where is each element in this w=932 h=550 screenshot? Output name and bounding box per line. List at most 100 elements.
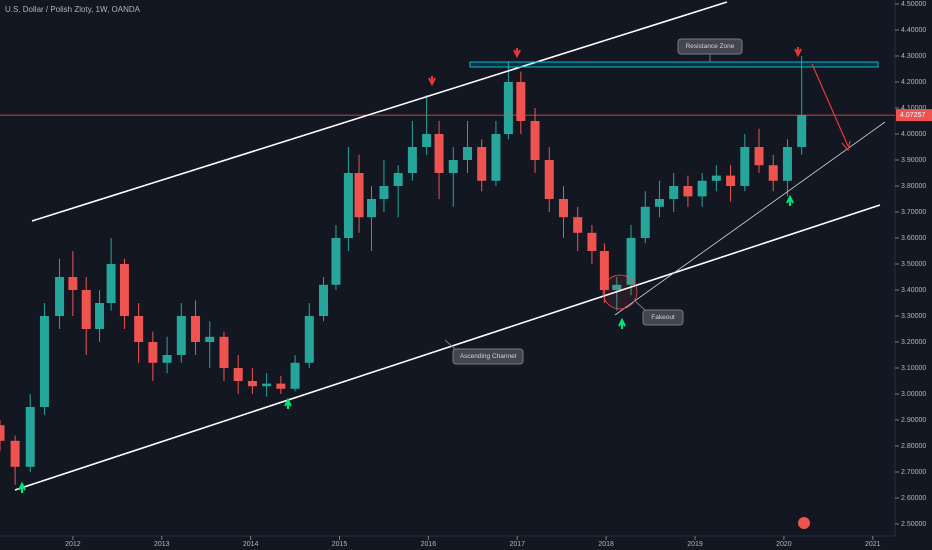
candle-body [654,198,664,207]
candle-body [95,302,105,329]
y-tick-label: 4.40000 [901,27,926,34]
up-arrow [618,317,626,329]
down-arrow [794,47,802,58]
callout-box [677,38,743,55]
candle-body [81,289,91,329]
candle-body [276,383,286,389]
y-tick-label: 3.70000 [901,209,926,216]
x-tick-label: 2013 [154,541,170,548]
channel-upper [31,1,728,222]
annotation: Resistance Zone [686,43,735,50]
y-tick-label: 2.90000 [901,417,926,424]
fakeout-circle [602,274,638,310]
candle-body [740,146,750,186]
candle-body [797,115,807,147]
candle-body [503,81,513,134]
y-tick-label: 4.30000 [901,53,926,60]
candle-body [434,133,444,173]
last-price-box [896,109,932,122]
callout-pointer [633,299,647,312]
candle-body [331,237,341,285]
y-tick-label: 3.10000 [901,365,926,372]
callout-box [642,309,684,326]
candle-body [782,146,792,181]
candle-body [477,146,487,181]
plot-area [0,55,895,485]
candle-body [544,159,554,199]
candle-body [119,263,129,316]
y-tick-label: 3.40000 [901,287,926,294]
candle-body [205,336,215,342]
candle-body [612,284,622,290]
candle-body [754,146,764,166]
candle-body [530,120,540,160]
y-tick-label: 3.30000 [901,313,926,320]
y-tick-label: 3.60000 [901,235,926,242]
candle-body [55,276,65,316]
candle-body [68,276,78,290]
y-tick-label: 3.50000 [901,261,926,268]
y-tick-label: 4.50000 [901,1,926,8]
candle-body [25,406,35,467]
y-tick-label: 2.80000 [901,443,926,450]
candle-body [626,237,636,285]
resistance-zone [469,61,879,68]
candle-body [599,250,609,290]
callout-pointer [444,339,456,350]
candle-body [379,185,389,199]
y-tick-label: 2.50000 [901,521,926,528]
candle-body [640,206,650,238]
y-tick-label: 3.80000 [901,183,926,190]
x-tick-label: 2017 [509,541,525,548]
up-arrow [284,397,292,409]
candle-body [148,341,158,363]
candle-body [290,362,300,389]
candle-body [343,172,353,238]
candle-body [354,172,364,218]
candle-body [39,315,49,407]
projection-arrowhead [841,140,851,152]
x-tick-label: 2021 [865,541,881,548]
candle-body [573,217,583,233]
last-price-label: 4.07257 [900,112,925,119]
candle-body [697,180,707,197]
drawings: Resistance Zone Ascending Channel Fakeou… [14,1,886,493]
x-tick-label: 2020 [776,541,792,548]
candle-body [10,440,20,467]
x-tick-label: 2014 [243,541,259,548]
x-tick-label: 2018 [598,541,614,548]
candle-body [422,133,432,147]
y-tick-label: 3.90000 [901,157,926,164]
candle-body [726,175,736,186]
x-tick-label: 2012 [65,541,81,548]
x-tick-label: 2016 [421,541,437,548]
candle-body [491,133,501,181]
candle-body [448,159,458,173]
annotation: Fakeout [651,314,675,321]
y-tick-label: 2.60000 [901,495,926,502]
channel-lower [14,204,881,491]
candle-body [711,175,721,181]
up-arrow [786,194,794,206]
candle-body [367,198,377,218]
y-tick-label: 2.70000 [901,469,926,476]
candle-body [462,146,472,160]
candle-body [262,383,272,387]
candle-body [219,336,229,368]
x-tick-label: 2015 [332,541,348,548]
candle-body [407,146,417,173]
down-arrow [513,48,521,59]
y-tick-label: 4.20000 [901,79,926,86]
candle-body [768,165,778,181]
trend-line [614,121,886,316]
candle-body [162,354,172,363]
candle-body [683,185,693,197]
candle-body [0,425,5,441]
candle-body [176,315,186,355]
candle-body [319,284,329,316]
y-tick-label: 3.20000 [901,339,926,346]
y-tick-label: 4.10000 [901,105,926,112]
x-tick-label: 2019 [687,541,703,548]
